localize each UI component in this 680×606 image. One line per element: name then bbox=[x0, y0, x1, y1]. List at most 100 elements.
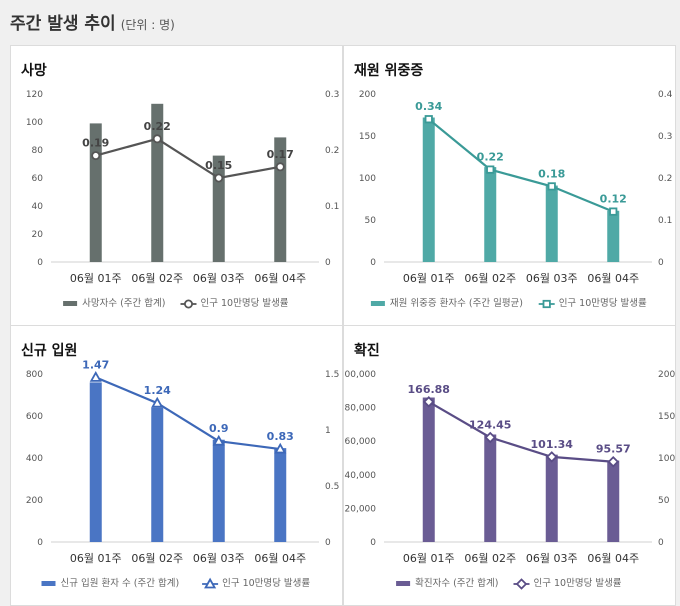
bar bbox=[484, 434, 497, 542]
card-title: 확진 bbox=[354, 343, 380, 359]
rate-point bbox=[151, 396, 164, 408]
y-left-tick-label: 0 bbox=[37, 258, 43, 268]
y-right-tick-label: 1.5 bbox=[325, 370, 339, 380]
y-right-tick-label: 0.3 bbox=[325, 90, 339, 100]
y-right-tick-label: 0.1 bbox=[658, 216, 672, 226]
data-label: 0.19 bbox=[82, 137, 109, 150]
x-tick-label: 06월 01주 bbox=[403, 272, 455, 285]
x-tick-label: 06월 02주 bbox=[464, 552, 516, 565]
y-left-tick-label: 120 bbox=[26, 90, 43, 100]
bar bbox=[151, 103, 164, 262]
chart-admission: 0 200 400 600 800 0 0.5 1 1.5 06월 01주 06월 02주 06월 0… bbox=[26, 358, 340, 589]
bar bbox=[212, 155, 225, 262]
bar bbox=[89, 382, 102, 542]
y-left-tick-label: 400 bbox=[26, 454, 43, 464]
legend-marker bbox=[183, 299, 193, 309]
y-left-tick-label: 50 bbox=[365, 216, 377, 226]
y-right-tick-label: 0 bbox=[325, 258, 331, 268]
card-title: 신규 입원 bbox=[21, 343, 78, 359]
bar bbox=[274, 448, 287, 542]
rate-line bbox=[95, 376, 281, 451]
y-right-tick-label: 100 bbox=[658, 454, 675, 464]
x-tick-label: 06월 04주 bbox=[254, 272, 306, 285]
y-left-tick-label: 0 bbox=[37, 538, 43, 548]
page-title: 주간 발생 추이 bbox=[10, 14, 116, 34]
bar bbox=[422, 397, 435, 542]
rate-point bbox=[275, 162, 285, 172]
data-label: 0.83 bbox=[267, 430, 294, 443]
y-left-tick-label: 80,000 bbox=[345, 404, 377, 414]
x-tick-label: 06월 04주 bbox=[587, 552, 639, 565]
legend-marker bbox=[542, 299, 551, 309]
x-tick-label: 06월 02주 bbox=[464, 272, 516, 285]
y-right-tick-label: 0.4 bbox=[658, 90, 673, 100]
y-left-tick-label: 60,000 bbox=[345, 437, 377, 447]
bar bbox=[607, 210, 620, 262]
legend-bar-swatch bbox=[63, 301, 78, 306]
rate-point bbox=[274, 442, 287, 454]
bar bbox=[545, 454, 558, 542]
legend-bar-swatch bbox=[396, 581, 411, 586]
y-left-tick-label: 0 bbox=[370, 258, 376, 268]
y-right-tick-label: 1 bbox=[325, 426, 331, 436]
y-right-tick-label: 50 bbox=[658, 496, 670, 506]
x-tick-label: 06월 03주 bbox=[193, 552, 245, 565]
rate-point bbox=[89, 371, 102, 382]
data-label: 0.12 bbox=[600, 193, 627, 206]
y-left-tick-label: 40,000 bbox=[345, 471, 377, 481]
rate-point bbox=[212, 434, 225, 446]
y-right-tick-label: 0.5 bbox=[325, 482, 339, 492]
x-tick-label: 06월 03주 bbox=[526, 272, 578, 285]
legend-bar-swatch bbox=[41, 581, 56, 586]
legend-label: 인구 10만명당 발생률 bbox=[222, 578, 310, 589]
y-left-tick-label: 150 bbox=[359, 132, 376, 142]
data-label: 166.88 bbox=[408, 383, 450, 396]
rate-line bbox=[428, 118, 614, 213]
y-left-tick-label: 0 bbox=[370, 538, 376, 548]
card-title: 사망 bbox=[21, 63, 47, 79]
bar bbox=[484, 167, 497, 262]
x-tick-label: 06월 03주 bbox=[526, 552, 578, 565]
y-right-tick-label: 0.2 bbox=[325, 146, 339, 156]
y-right-tick-label: 0 bbox=[658, 258, 664, 268]
rate-line bbox=[95, 137, 281, 180]
chart-card-severe: 재원 위중증 0 50 100 150 200 0 0.1 0.2 0.3 0.4 06월 01주 0… bbox=[343, 45, 676, 326]
legend-label: 인구 10만명당 발생률 bbox=[559, 298, 647, 309]
legend-bar-swatch bbox=[370, 301, 385, 306]
data-label: 0.18 bbox=[538, 167, 565, 180]
legend-marker bbox=[515, 578, 528, 590]
data-label: 1.47 bbox=[82, 358, 109, 371]
bar bbox=[607, 460, 620, 542]
y-left-tick-label: 100,000 bbox=[344, 370, 376, 380]
legend-label: 사망자수 (주간 합계) bbox=[82, 297, 165, 309]
x-tick-label: 06월 02주 bbox=[131, 552, 183, 565]
legend-label: 인구 10만명당 발생률 bbox=[201, 298, 289, 309]
card-title: 재원 위중증 bbox=[354, 63, 424, 79]
y-left-tick-label: 600 bbox=[26, 412, 43, 422]
bar bbox=[422, 117, 435, 263]
rate-point bbox=[484, 431, 497, 444]
rate-point bbox=[214, 173, 224, 183]
rate-point bbox=[607, 455, 620, 468]
y-right-tick-label: 150 bbox=[658, 412, 675, 422]
legend-label: 인구 10만명당 발생률 bbox=[534, 578, 622, 589]
bar bbox=[545, 185, 558, 262]
legend-label: 재원 위중증 환자수 (주간 일평균) bbox=[390, 297, 523, 309]
page-header: 주간 발생 추이 (단위 : 명) bbox=[10, 9, 175, 37]
y-right-tick-label: 0.3 bbox=[658, 132, 672, 142]
rate-point bbox=[152, 134, 162, 144]
data-label: 0.15 bbox=[205, 159, 232, 172]
legend-label: 확진자수 (주간 합계) bbox=[415, 577, 498, 589]
x-tick-label: 06월 01주 bbox=[403, 552, 455, 565]
rate-point bbox=[424, 115, 433, 124]
rate-point bbox=[545, 451, 558, 463]
x-tick-label: 06월 03주 bbox=[193, 272, 245, 285]
data-label: 95.57 bbox=[596, 443, 631, 456]
data-label: 0.9 bbox=[209, 422, 229, 435]
data-label: 124.45 bbox=[469, 418, 511, 431]
y-right-tick-label: 0 bbox=[325, 538, 331, 548]
chart-card-death: 사망 0 20 40 60 80 100 120 0 0.1 0.2 0.3 06월 01주 06월 0… bbox=[10, 45, 343, 326]
chart-card-confirmed: 확진 0 20,000 40,000 60,000 80,000 100,000 0 50 10… bbox=[343, 325, 676, 606]
y-right-tick-label: 200 bbox=[658, 370, 675, 380]
y-left-tick-label: 200 bbox=[359, 90, 376, 100]
